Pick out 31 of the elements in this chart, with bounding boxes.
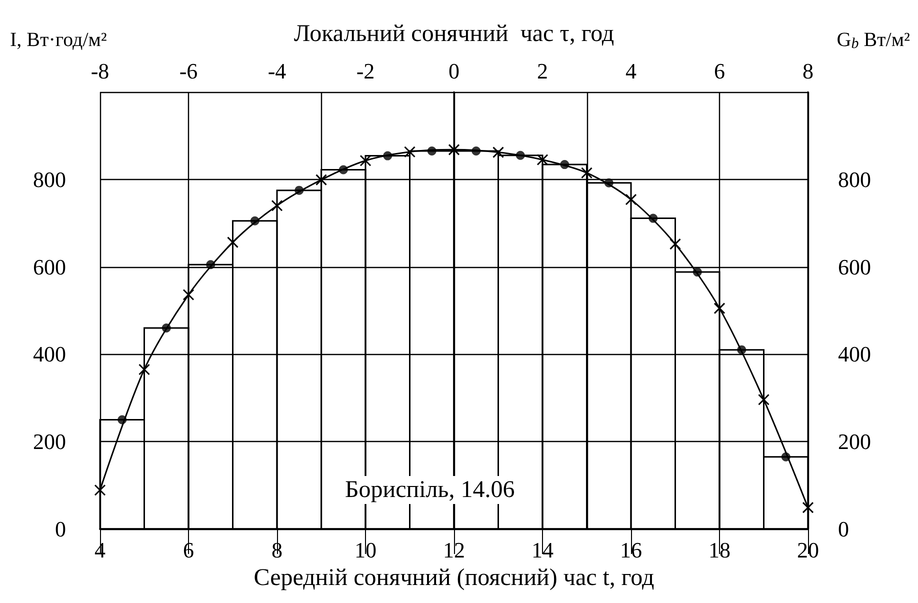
x2-tick-label: 2 xyxy=(537,58,548,84)
y-axis-title: I, Вт·год/м² xyxy=(10,29,107,51)
x-tick-label: 16 xyxy=(620,538,642,562)
x2-tick-label: -2 xyxy=(356,58,375,84)
x-tick-label: 12 xyxy=(443,538,465,562)
x-tick-label: 18 xyxy=(708,538,730,562)
x2-tick-label: 4 xyxy=(626,58,636,84)
y-tick-label: 400 xyxy=(33,342,66,367)
y2-tick-label: 0 xyxy=(838,516,849,542)
y-tick-label: 200 xyxy=(33,429,66,454)
x2-tick-label: 8 xyxy=(802,58,814,84)
y2-tick-label: 600 xyxy=(838,254,871,280)
y-tick-label: 0 xyxy=(55,516,66,542)
y-tick-label: 800 xyxy=(33,166,66,192)
x-tick-label: 14 xyxy=(532,538,554,562)
x2-tick-label: -6 xyxy=(179,58,198,84)
y2-tick-label: 800 xyxy=(838,166,871,192)
x2-tick-label: 0 xyxy=(448,58,460,84)
annotation: Бориспіль, 14.06 xyxy=(345,477,515,503)
y-tick-label: 600 xyxy=(33,254,66,280)
x2-tick-label: 6 xyxy=(714,58,725,84)
x-tick-label: 8 xyxy=(272,538,282,562)
x-tick-label: 20 xyxy=(797,538,819,562)
x2-axis-title: Локальний сонячний час τ, год xyxy=(294,21,614,47)
x-tick-label: 6 xyxy=(183,538,194,562)
y2-tick-label: 200 xyxy=(838,429,871,454)
x2-tick-label: -4 xyxy=(268,58,286,84)
x2-tick-label: -8 xyxy=(90,58,110,84)
x-axis-title: Середній сонячний (поясний) час t, год xyxy=(254,564,654,591)
y2-tick-label: 400 xyxy=(838,342,871,367)
x-tick-label: 10 xyxy=(354,538,376,562)
